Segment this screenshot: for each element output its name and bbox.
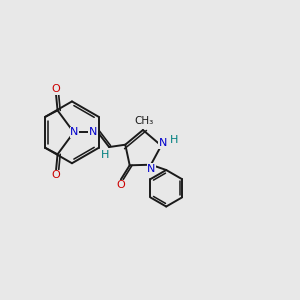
Text: N: N xyxy=(147,164,156,174)
Text: N: N xyxy=(70,127,79,137)
Text: O: O xyxy=(116,180,125,190)
Text: H: H xyxy=(101,150,110,160)
Text: H: H xyxy=(169,135,178,145)
Text: O: O xyxy=(52,170,61,181)
Text: CH₃: CH₃ xyxy=(135,116,154,126)
Text: N: N xyxy=(89,127,97,137)
Text: O: O xyxy=(52,84,61,94)
Text: N: N xyxy=(158,138,167,148)
